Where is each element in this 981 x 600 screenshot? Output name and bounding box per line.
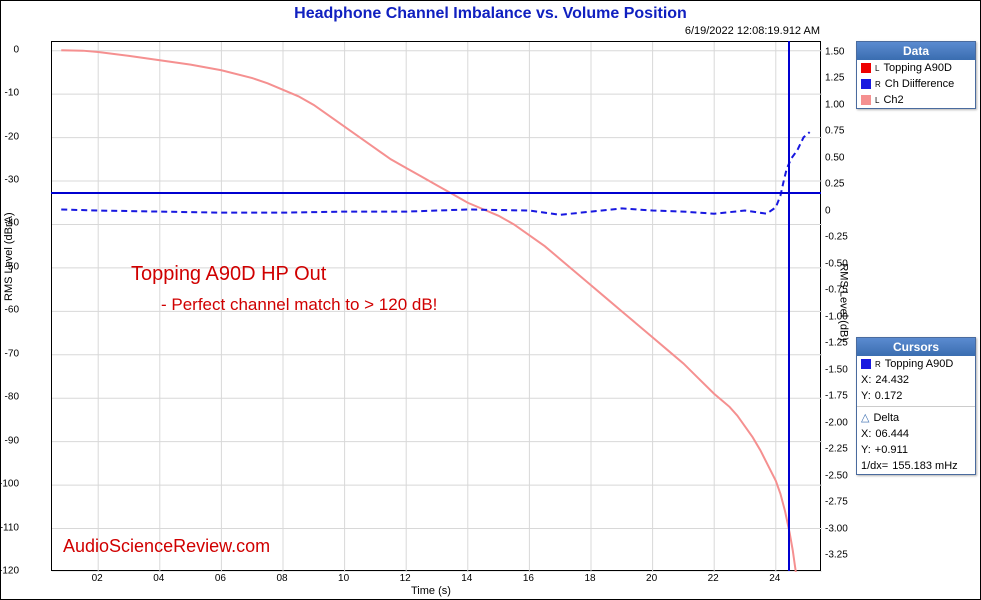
data-legend-header: Data xyxy=(857,42,975,60)
legend-sup: L xyxy=(875,64,879,73)
cursor-horizontal-line xyxy=(51,192,821,194)
annotation-line1: Topping A90D HP Out xyxy=(131,263,326,286)
legend-swatch-ch2 xyxy=(861,95,871,105)
cursor-invdx-row: 1/dx=155.183 mHz xyxy=(857,458,975,474)
cursor-swatch xyxy=(861,359,871,369)
legend-label: Topping A90D xyxy=(883,62,952,74)
cursor-dx-row: X:06.444 xyxy=(857,426,975,442)
cursor-dy-row: Y:+0.911 xyxy=(857,442,975,458)
cursor-invdx-value: 155.183 mHz xyxy=(892,460,957,472)
cursor-dy-value: +0.911 xyxy=(875,444,908,456)
cursors-panel-header: Cursors xyxy=(857,338,975,356)
cursor-y-row: Y:0.172 xyxy=(857,388,975,404)
cursor-series-row[interactable]: R Topping A90D xyxy=(857,356,975,372)
cursor-y-value: 0.172 xyxy=(875,390,903,402)
y2-axis-label: RMS Level (dB) xyxy=(838,263,850,341)
cursor-vertical-line xyxy=(788,41,790,571)
cursors-panel: Cursors R Topping A90D X:24.432 Y:0.172 … xyxy=(856,337,976,475)
cursor-dx-value: 06.444 xyxy=(875,428,909,440)
legend-sup: R xyxy=(875,80,881,89)
legend-swatch-diff xyxy=(861,79,871,89)
cursor-sup: R xyxy=(875,360,881,369)
legend-swatch-a90d xyxy=(861,63,871,73)
legend-item-a90d[interactable]: L Topping A90D xyxy=(857,60,975,76)
cursor-separator xyxy=(857,406,975,407)
cursor-delta-header: △ Delta xyxy=(857,409,975,426)
cursor-series-label: Topping A90D xyxy=(885,358,954,370)
cursor-x-value: 24.432 xyxy=(875,374,909,386)
legend-sup: L xyxy=(875,96,879,105)
cursor-x-row: X:24.432 xyxy=(857,372,975,388)
chart-title: Headphone Channel Imbalance vs. Volume P… xyxy=(1,1,980,23)
legend-label: Ch Diifference xyxy=(885,78,955,90)
legend-label: Ch2 xyxy=(883,94,903,106)
delta-icon: △ xyxy=(861,411,869,424)
legend-item-ch2[interactable]: L Ch2 xyxy=(857,92,975,108)
watermark: AudioScienceReview.com xyxy=(63,536,270,557)
delta-label: Delta xyxy=(873,412,899,424)
x-axis-label: Time (s) xyxy=(411,585,451,597)
annotation-line2: - Perfect channel match to > 120 dB! xyxy=(161,295,437,315)
timestamp: 6/19/2022 12:08:19.912 AM xyxy=(685,25,820,37)
data-legend-panel: Data L Topping A90D R Ch Diifference L C… xyxy=(856,41,976,109)
legend-item-diff[interactable]: R Ch Diifference xyxy=(857,76,975,92)
